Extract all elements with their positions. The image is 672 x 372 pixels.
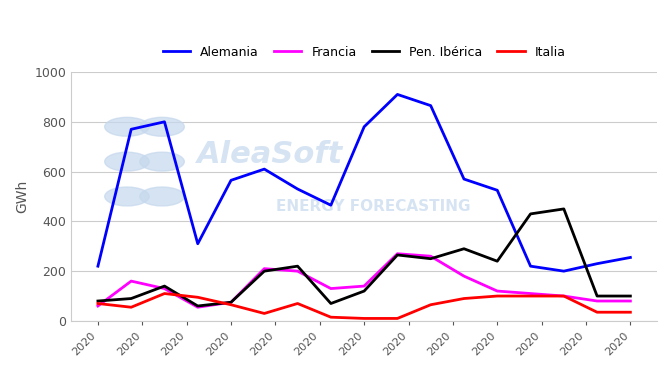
Text: ENERGY FORECASTING: ENERGY FORECASTING xyxy=(276,199,471,214)
Pen. Ibérica xyxy=(94,299,102,303)
Francia xyxy=(260,266,268,271)
Francia xyxy=(393,251,401,256)
Line: Francia: Francia xyxy=(98,254,630,307)
Pen. Ibérica xyxy=(127,296,135,301)
Italia xyxy=(194,295,202,299)
Circle shape xyxy=(140,187,184,206)
Circle shape xyxy=(105,187,149,206)
Alemania xyxy=(94,264,102,269)
Francia xyxy=(560,294,568,298)
Alemania xyxy=(360,125,368,129)
Alemania xyxy=(194,241,202,246)
Alemania xyxy=(294,187,302,191)
Italia xyxy=(327,315,335,320)
Alemania xyxy=(493,188,501,192)
Alemania xyxy=(526,264,534,269)
Italia xyxy=(427,302,435,307)
Alemania xyxy=(327,203,335,208)
Francia xyxy=(427,254,435,259)
Pen. Ibérica xyxy=(194,304,202,308)
Alemania xyxy=(260,167,268,171)
Pen. Ibérica xyxy=(460,247,468,251)
Italia xyxy=(393,316,401,321)
Pen. Ibérica xyxy=(427,256,435,261)
Italia xyxy=(593,310,601,314)
Italia xyxy=(493,294,501,298)
Pen. Ibérica xyxy=(294,264,302,269)
Line: Italia: Italia xyxy=(98,294,630,318)
Pen. Ibérica xyxy=(227,300,235,305)
Legend: Alemania, Francia, Pen. Ibérica, Italia: Alemania, Francia, Pen. Ibérica, Italia xyxy=(163,46,566,59)
Text: AleaSoft: AleaSoft xyxy=(197,140,343,169)
Pen. Ibérica xyxy=(493,259,501,263)
Italia xyxy=(161,291,169,296)
Francia xyxy=(526,291,534,296)
Pen. Ibérica xyxy=(560,207,568,211)
Pen. Ibérica xyxy=(260,269,268,273)
Alemania xyxy=(161,119,169,124)
Italia xyxy=(626,310,634,314)
Francia xyxy=(460,274,468,278)
Line: Pen. Ibérica: Pen. Ibérica xyxy=(98,209,630,306)
Francia xyxy=(194,305,202,310)
Line: Alemania: Alemania xyxy=(98,94,630,271)
Pen. Ibérica xyxy=(626,294,634,298)
Pen. Ibérica xyxy=(526,212,534,216)
Francia xyxy=(327,286,335,291)
Alemania xyxy=(127,127,135,132)
Alemania xyxy=(626,255,634,260)
Pen. Ibérica xyxy=(161,284,169,288)
Italia xyxy=(260,311,268,316)
Italia xyxy=(526,294,534,298)
Francia xyxy=(626,299,634,303)
Circle shape xyxy=(105,117,149,136)
Francia xyxy=(493,289,501,293)
Y-axis label: GWh: GWh xyxy=(15,180,29,213)
Circle shape xyxy=(105,152,149,171)
Francia xyxy=(294,269,302,273)
Pen. Ibérica xyxy=(593,294,601,298)
Francia xyxy=(127,279,135,283)
Alemania xyxy=(593,262,601,266)
Pen. Ibérica xyxy=(393,253,401,257)
Francia xyxy=(227,300,235,305)
Alemania xyxy=(560,269,568,273)
Circle shape xyxy=(140,117,184,136)
Circle shape xyxy=(140,152,184,171)
Alemania xyxy=(427,103,435,108)
Italia xyxy=(460,296,468,301)
Pen. Ibérica xyxy=(360,289,368,293)
Francia xyxy=(593,299,601,303)
Italia xyxy=(294,301,302,306)
Francia xyxy=(161,286,169,291)
Pen. Ibérica xyxy=(327,301,335,306)
Italia xyxy=(94,301,102,306)
Alemania xyxy=(460,177,468,181)
Italia xyxy=(227,302,235,307)
Italia xyxy=(360,316,368,321)
Francia xyxy=(94,304,102,308)
Alemania xyxy=(393,92,401,97)
Alemania xyxy=(227,178,235,183)
Italia xyxy=(127,305,135,310)
Francia xyxy=(360,284,368,288)
Italia xyxy=(560,294,568,298)
